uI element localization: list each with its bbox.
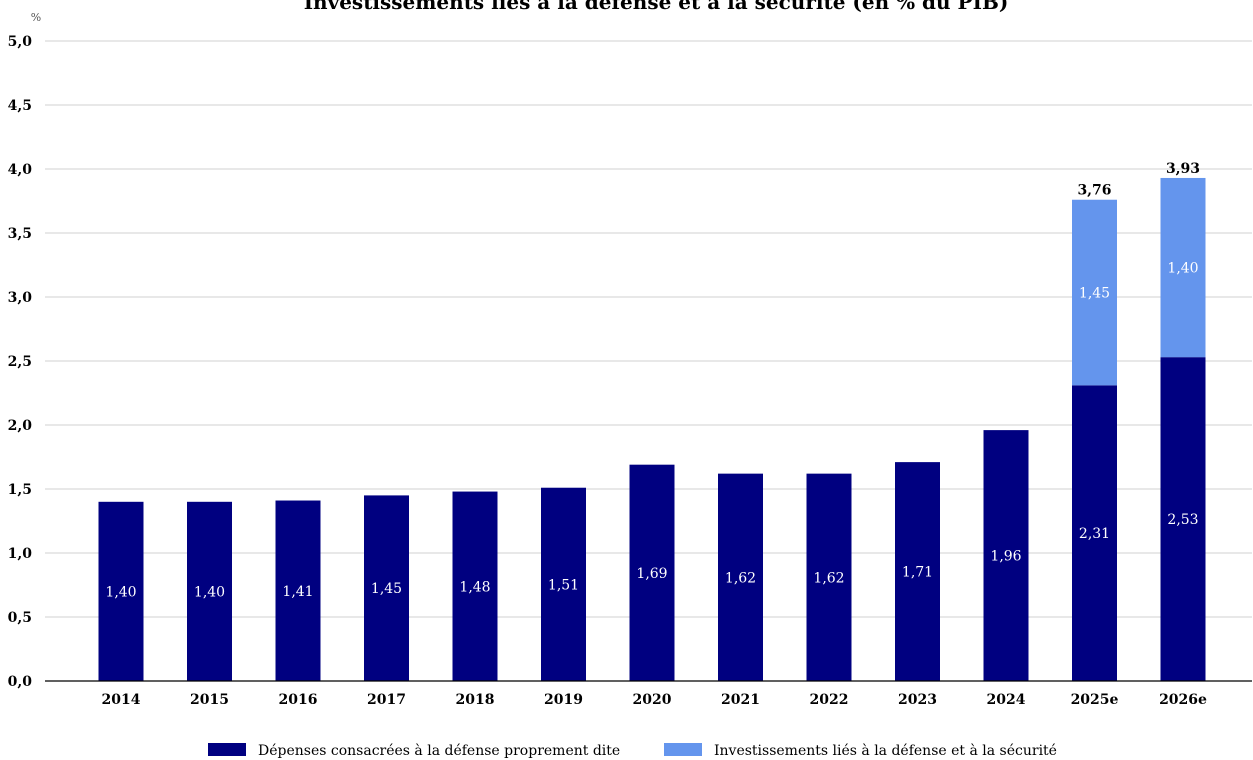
y-tick-label: 4,0: [8, 162, 33, 178]
bar-value-label: 2,31: [1079, 526, 1110, 542]
bar-value-label: 1,62: [813, 570, 844, 586]
y-tick-label: 0,5: [8, 610, 32, 626]
x-tick-label: 2019: [544, 692, 583, 708]
y-tick-label: 1,5: [8, 482, 32, 498]
y-tick-label: 5,0: [8, 34, 33, 50]
x-tick-label: 2024: [987, 692, 1026, 708]
bar-investments: [1072, 199, 1117, 386]
bar-value-label: 1,62: [725, 570, 756, 586]
y-tick-label: 2,0: [8, 418, 33, 434]
bar-total-label: 3,76: [1077, 183, 1111, 199]
bar-value-label: 1,40: [1167, 261, 1198, 277]
legend-label-investments: Investissements liés à la défense et à l…: [714, 742, 1057, 759]
x-tick-label: 2015: [190, 692, 229, 708]
gridlines: [45, 40, 1252, 618]
bar-total-label: 3,93: [1166, 161, 1200, 177]
bar-defense: [629, 464, 675, 681]
legend: Dépenses consacrées à la défense proprem…: [208, 742, 1057, 759]
bar-defense: [895, 462, 940, 681]
bar-value-label: 1,45: [1079, 286, 1110, 302]
bar-defense: [187, 501, 232, 681]
bar-value-label: 1,51: [548, 577, 579, 593]
legend-label-defense: Dépenses consacrées à la défense proprem…: [258, 742, 620, 759]
x-tick-label: 2026e: [1159, 692, 1207, 708]
y-tick-label: 1,0: [8, 546, 33, 562]
bar-defense: [541, 487, 586, 681]
bar-defense: [1160, 357, 1206, 681]
bar-value-label: 2,53: [1167, 512, 1198, 528]
bar-defense: [983, 430, 1029, 681]
bar-defense: [1072, 385, 1117, 681]
bar-value-label: 1,41: [282, 584, 313, 600]
x-tick-label: 2025e: [1071, 692, 1119, 708]
x-tick-label: 2016: [279, 692, 318, 708]
y-tick-label: 2,5: [8, 354, 32, 370]
x-tick-label: 2022: [810, 692, 849, 708]
x-tick-label: 2023: [898, 692, 937, 708]
x-tick-label: 2014: [102, 692, 141, 708]
bar-defense: [98, 501, 144, 681]
y-unit-label: %: [31, 11, 41, 24]
y-tick-label: 4,5: [8, 98, 32, 114]
bar-value-label: 1,40: [105, 584, 136, 600]
legend-swatch-investments: [664, 743, 702, 756]
bar-value-label: 1,48: [459, 579, 490, 595]
chart-title: Investissements liés à la défense et à l…: [304, 0, 1009, 14]
x-tick-label: 2018: [456, 692, 495, 708]
bar-value-label: 1,71: [902, 565, 933, 581]
bar-defense: [364, 495, 409, 681]
x-tick-label: 2017: [367, 692, 406, 708]
legend-swatch-defense: [208, 743, 246, 756]
bar-value-label: 1,40: [194, 584, 225, 600]
y-axis-ticks: 0,0 0,5 1,0 1,5 2,0 2,5 3,0 3,5 4,0 4,5 5,0: [8, 34, 33, 690]
bars: 1,40 1,40 1,41 1,45 1,48 1,51 1,69 1,62 1,62 1,71…: [98, 161, 1206, 681]
x-tick-label: 2020: [633, 692, 672, 708]
bar-defense: [452, 491, 498, 681]
bar-defense: [718, 473, 763, 681]
bar-value-label: 1,45: [371, 581, 402, 597]
bar-investments: [1160, 177, 1206, 358]
x-tick-label: 2021: [721, 692, 760, 708]
y-tick-label: 3,0: [8, 290, 33, 306]
bar-value-label: 1,69: [636, 566, 667, 582]
bar-defense: [806, 473, 852, 681]
bar-defense: [275, 500, 321, 681]
x-axis-ticks: 2014 2015 2016 2017 2018 2019 2020 2021 2022 2023…: [102, 692, 1208, 708]
y-tick-label: 0,0: [8, 674, 33, 690]
bar-value-label: 1,96: [990, 549, 1021, 565]
y-tick-label: 3,5: [8, 226, 32, 242]
